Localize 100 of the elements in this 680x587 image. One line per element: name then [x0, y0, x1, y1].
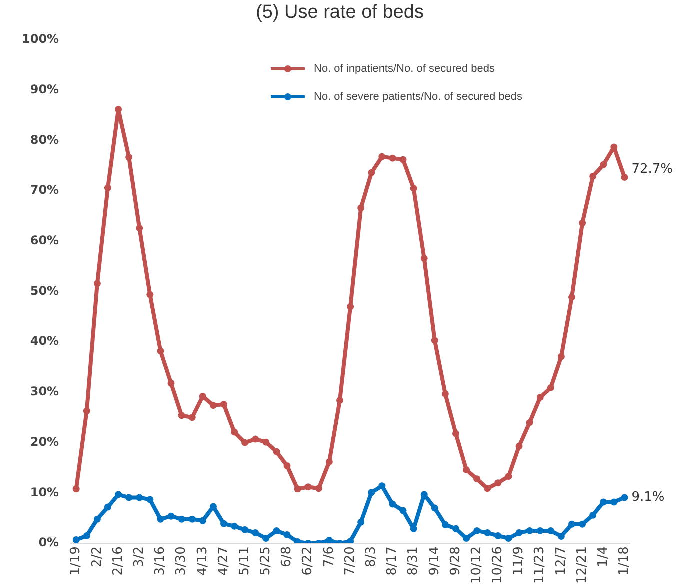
data-label: 9.1%	[632, 490, 665, 506]
point	[104, 504, 112, 511]
point	[494, 532, 502, 540]
point	[526, 419, 534, 426]
point	[231, 522, 238, 530]
point	[294, 486, 302, 493]
point	[242, 526, 249, 534]
x-tick-label: 2/2	[90, 546, 105, 568]
point	[146, 496, 154, 504]
point	[558, 353, 565, 360]
x-tick-label: 7/6	[322, 546, 337, 568]
point	[252, 529, 260, 536]
point	[83, 408, 90, 415]
point	[326, 458, 333, 466]
point	[505, 473, 512, 480]
point	[284, 531, 291, 538]
point	[621, 494, 628, 502]
x-tick-label: 1/18	[617, 546, 632, 576]
point	[600, 161, 608, 168]
legend-label: No. of inpatients/No. of secured beds	[314, 63, 495, 75]
x-tick-label: 5/11	[237, 546, 252, 576]
point	[188, 516, 196, 523]
point	[210, 402, 217, 410]
point	[368, 489, 376, 496]
y-tick-label: 20%	[30, 434, 60, 449]
y-tick-label: 30%	[30, 384, 60, 399]
point	[273, 448, 280, 456]
point	[568, 294, 576, 301]
point	[231, 428, 238, 436]
point	[347, 303, 354, 310]
x-tick-label: 6/22	[300, 546, 316, 576]
point	[610, 498, 618, 506]
y-tick-label: 100%	[22, 32, 60, 46]
point	[157, 348, 164, 355]
x-tick-label: 10/12	[469, 546, 484, 584]
point	[178, 412, 186, 420]
point	[358, 518, 365, 526]
x-tick-label: 9/14	[427, 546, 442, 576]
point	[452, 525, 460, 532]
point	[273, 527, 280, 534]
point	[146, 291, 154, 298]
y-tick-label: 50%	[30, 284, 60, 298]
point	[188, 414, 196, 422]
y-tick-label: 40%	[30, 334, 60, 348]
point	[621, 174, 628, 181]
point	[242, 439, 249, 446]
point	[126, 154, 133, 161]
point	[389, 154, 396, 162]
x-tick-label: 12/7	[554, 546, 569, 576]
data-label: 72.7%	[632, 162, 674, 177]
point	[104, 184, 112, 192]
point	[431, 504, 438, 512]
point	[336, 397, 344, 404]
x-tick-label: 6/8	[280, 546, 295, 568]
point	[410, 185, 418, 192]
x-tick-label: 5/25	[258, 546, 274, 576]
point	[547, 527, 554, 534]
point	[326, 537, 333, 544]
point	[168, 380, 175, 387]
point	[157, 516, 164, 523]
point	[284, 462, 291, 470]
x-tick-label: 7/20	[342, 546, 358, 576]
x-tick-label: 8/31	[406, 546, 422, 576]
point	[220, 401, 228, 408]
point	[474, 527, 481, 534]
x-tick-label: 1/4	[596, 546, 612, 568]
x-tick-label: 12/21	[574, 546, 590, 584]
point	[199, 517, 206, 524]
point	[72, 486, 80, 493]
x-tick-label: 2/16	[110, 546, 126, 576]
point	[568, 520, 576, 528]
point	[442, 390, 449, 398]
point	[420, 255, 428, 262]
point	[136, 494, 144, 502]
point	[315, 485, 322, 492]
point	[199, 393, 206, 400]
x-tick-label: 3/16	[153, 546, 168, 576]
point	[590, 512, 597, 519]
x-tick-label: 8/3	[364, 546, 380, 568]
x-tick-label: 4/27	[216, 546, 232, 576]
point	[115, 491, 122, 498]
point	[474, 476, 481, 483]
point	[126, 494, 133, 502]
x-tick-label: 3/30	[174, 546, 190, 576]
legend-label: No. of severe patients/No. of secured beds	[314, 91, 523, 103]
point	[579, 220, 586, 227]
y-tick-label: 80%	[30, 132, 60, 147]
x-tick-label: 11/23	[532, 546, 548, 584]
y-tick-label: 10%	[30, 485, 60, 500]
point	[304, 484, 312, 491]
point	[579, 520, 586, 528]
point	[347, 538, 354, 544]
y-tick-label: 0%	[38, 536, 60, 550]
y-tick-label: 70%	[30, 183, 60, 198]
point	[505, 535, 512, 542]
point	[547, 384, 554, 392]
point	[526, 527, 534, 534]
point	[378, 482, 386, 490]
point	[484, 485, 492, 492]
point	[358, 204, 365, 212]
